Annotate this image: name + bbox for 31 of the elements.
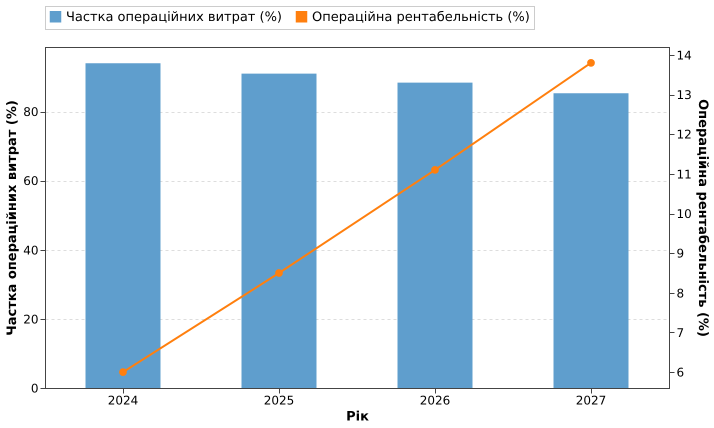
y2-tick-label: 6 [676, 366, 684, 380]
point [587, 58, 595, 67]
y-tick-label: 0 [30, 382, 38, 396]
y-axis-title: Частка операційних витрат (%) [5, 100, 20, 336]
y-tick-label: 60 [23, 174, 38, 188]
legend-label: Частка операційних витрат (%) [66, 10, 282, 25]
point [119, 368, 127, 376]
bar [242, 74, 316, 388]
bar [398, 82, 472, 388]
y2-tick-label: 8 [676, 286, 684, 300]
y2-tick-label: 12 [676, 128, 692, 142]
bar [86, 63, 160, 388]
y2-tick-label: 13 [676, 88, 692, 102]
y2-tick-label: 11 [676, 167, 692, 182]
x-axis-title: Рік [346, 410, 370, 424]
y2-axis-title: Операційна рентабельність (%) [694, 99, 710, 337]
x-tick-label: 2025 [264, 394, 294, 408]
y-tick-label: 40 [23, 243, 38, 258]
legend-label: Операційна рентабельність (%) [312, 10, 530, 25]
point [275, 269, 283, 277]
x-tick-label: 2024 [108, 394, 138, 408]
y2-tick-label: 14 [676, 48, 692, 62]
x-tick-label: 2026 [420, 394, 450, 408]
y2-tick-label: 10 [676, 207, 692, 222]
bar [554, 93, 628, 388]
y-tick-label: 80 [23, 105, 38, 120]
point [431, 166, 439, 174]
y2-tick-label: 7 [676, 326, 684, 340]
x-tick-label: 2027 [576, 394, 606, 408]
y-tick-label: 20 [23, 312, 38, 326]
y2-tick-label: 9 [676, 246, 684, 261]
